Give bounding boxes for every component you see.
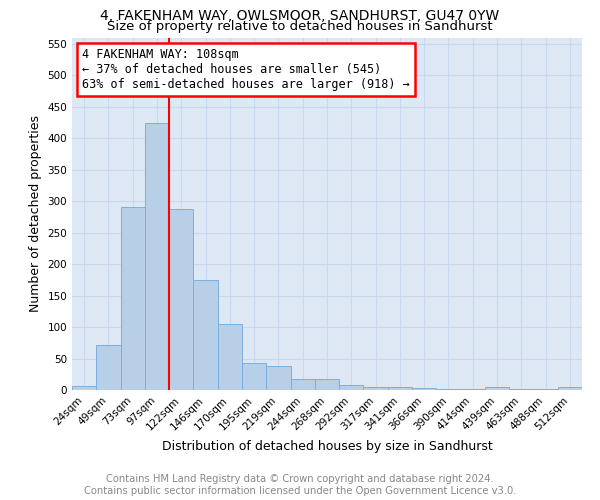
Bar bbox=[193, 280, 218, 390]
Text: Contains HM Land Registry data © Crown copyright and database right 2024.
Contai: Contains HM Land Registry data © Crown c… bbox=[84, 474, 516, 496]
Bar bbox=[339, 385, 364, 390]
Bar bbox=[315, 378, 339, 390]
Y-axis label: Number of detached properties: Number of detached properties bbox=[29, 116, 42, 312]
X-axis label: Distribution of detached houses by size in Sandhurst: Distribution of detached houses by size … bbox=[161, 440, 493, 453]
Bar bbox=[266, 366, 290, 390]
Bar bbox=[169, 208, 193, 390]
Bar bbox=[96, 344, 121, 390]
Bar bbox=[290, 378, 315, 390]
Bar bbox=[388, 388, 412, 390]
Bar bbox=[485, 388, 509, 390]
Bar bbox=[558, 388, 582, 390]
Bar bbox=[218, 324, 242, 390]
Bar bbox=[72, 386, 96, 390]
Bar bbox=[364, 388, 388, 390]
Bar bbox=[121, 208, 145, 390]
Text: Size of property relative to detached houses in Sandhurst: Size of property relative to detached ho… bbox=[107, 20, 493, 33]
Text: 4, FAKENHAM WAY, OWLSMOOR, SANDHURST, GU47 0YW: 4, FAKENHAM WAY, OWLSMOOR, SANDHURST, GU… bbox=[100, 9, 500, 23]
Text: 4 FAKENHAM WAY: 108sqm
← 37% of detached houses are smaller (545)
63% of semi-de: 4 FAKENHAM WAY: 108sqm ← 37% of detached… bbox=[82, 48, 410, 91]
Bar bbox=[412, 388, 436, 390]
Bar bbox=[145, 123, 169, 390]
Bar bbox=[242, 363, 266, 390]
